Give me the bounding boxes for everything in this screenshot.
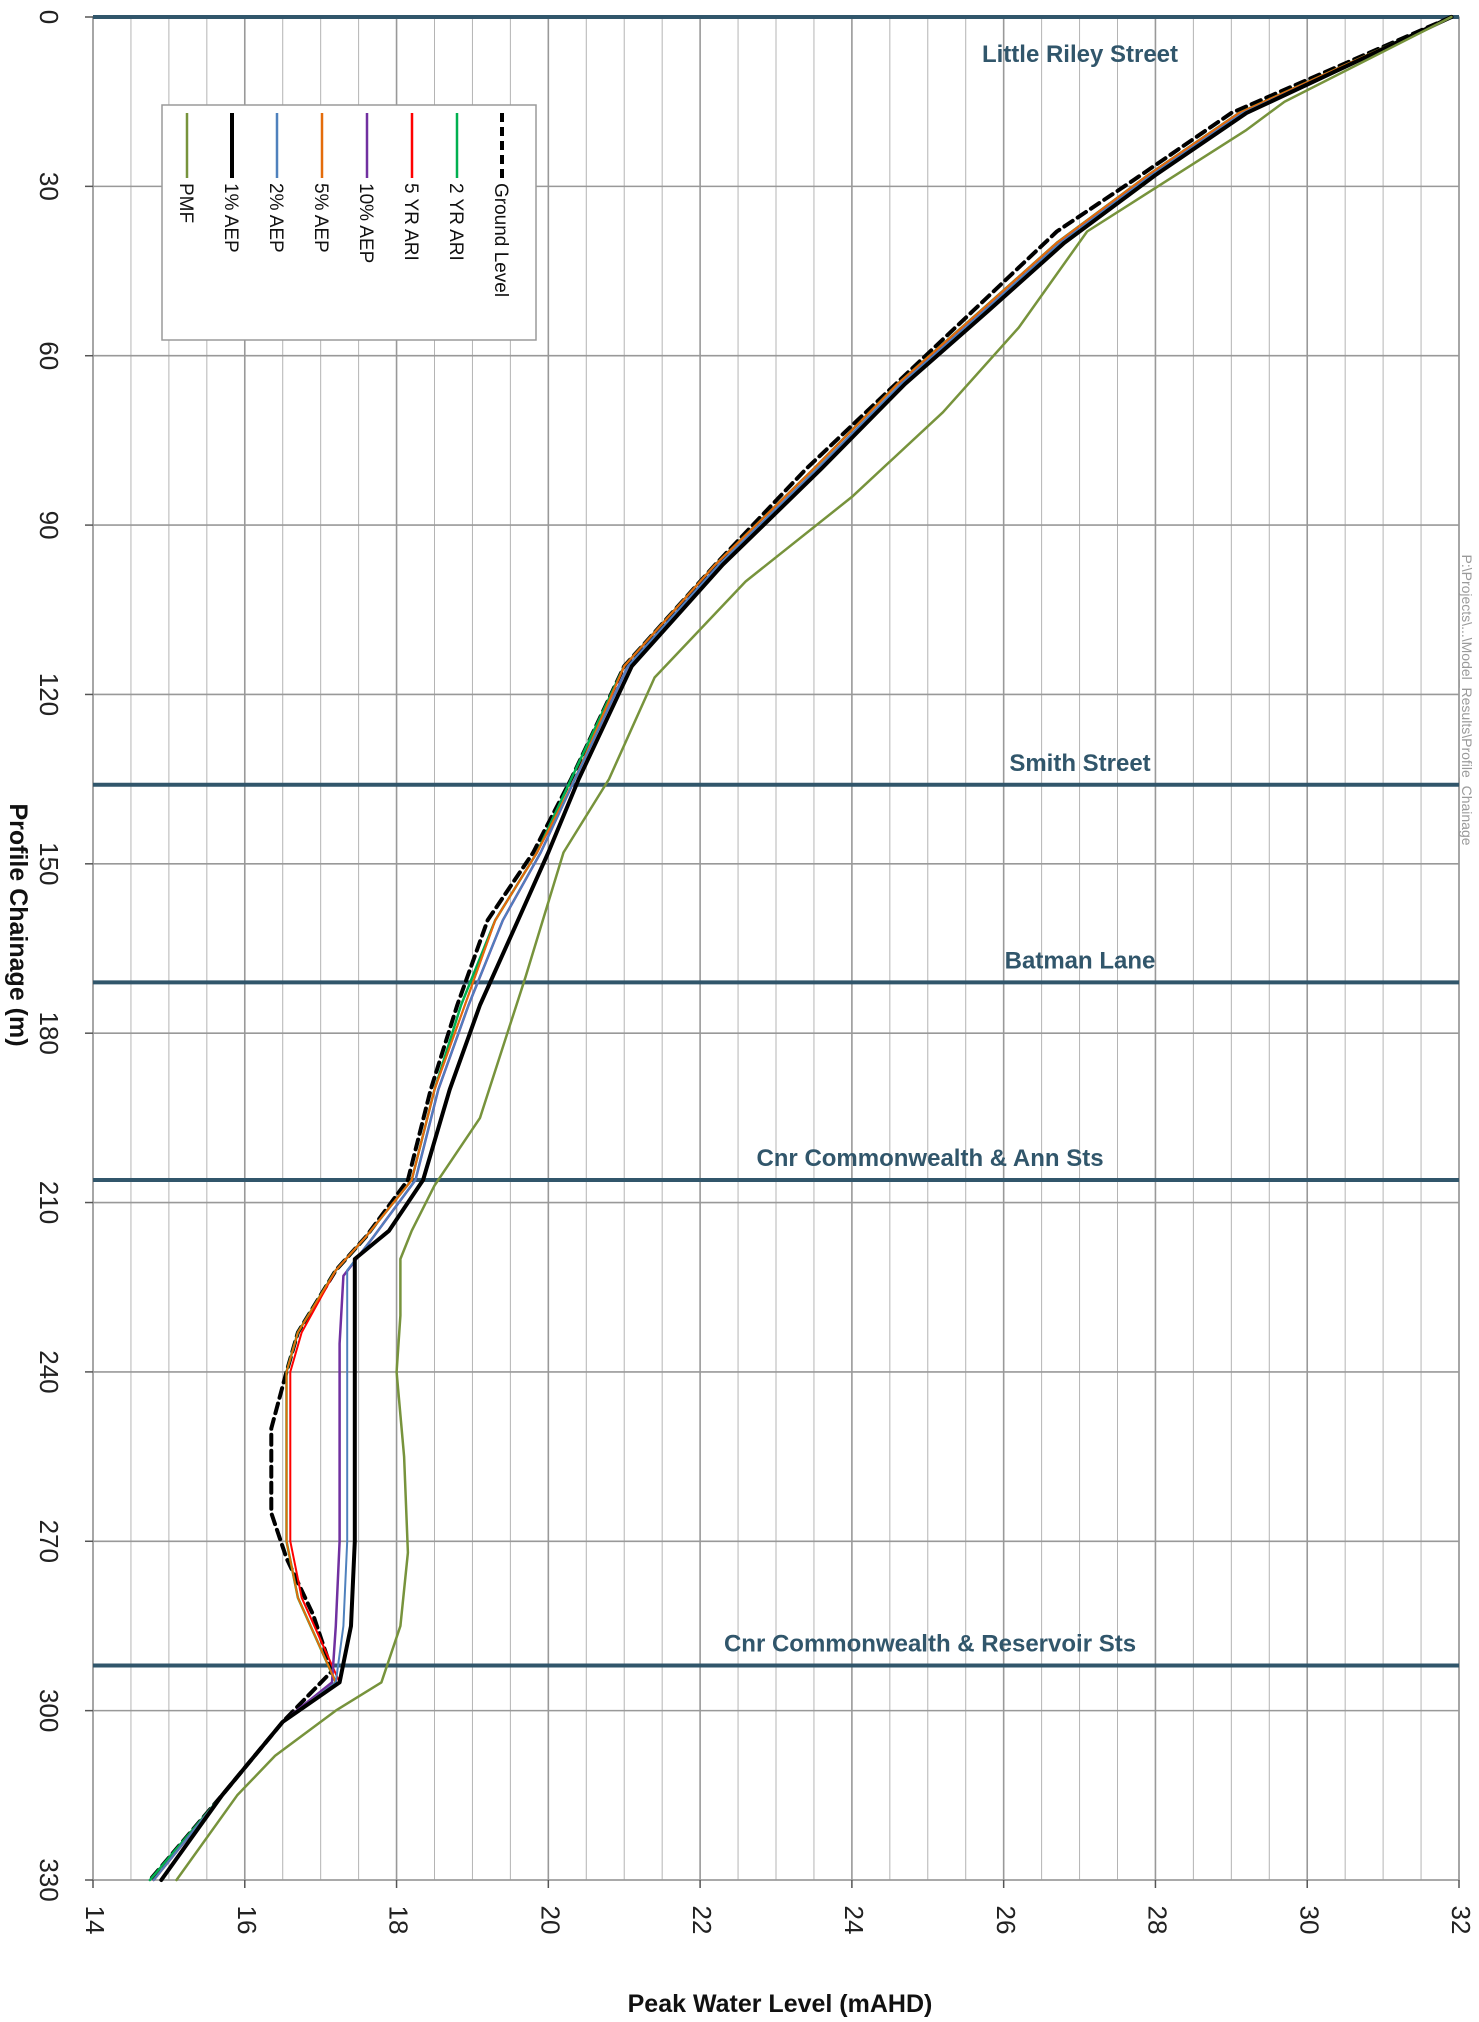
street-markers: Little Riley Street Smith Street Batman La… [93,15,1459,1668]
street-label: Cnr Commonwealth & Reservoir Sts [724,1630,1136,1657]
series-line-1-aep [159,15,1454,1882]
legend-label: 10% AEP [355,183,376,263]
y-axis-title: Profile Chainage (m) [4,803,32,1046]
y-tick-label: 60 [34,341,64,370]
x-tick-label: 30 [1294,1906,1324,1935]
y-axis-ticks: 0 30 60 90 120 150 180 210 240 270 300 330 [34,10,93,1902]
street-label: Batman Lane [1005,947,1156,974]
series-line-5-aep [152,16,1453,1881]
series-line-ground-level [147,15,1454,1882]
y-tick-label: 120 [34,673,64,716]
legend-label: 2% AEP [265,183,286,253]
y-tick-label: 300 [34,1689,64,1732]
legend-label: 2 YR ARI [445,183,466,261]
x-tick-label: 26 [991,1906,1021,1935]
x-tick-label: 32 [1446,1906,1476,1935]
legend-label: 5% AEP [310,183,331,253]
file-path-text: P:\Projects\...\Model_Results\Profile_Ch… [1459,554,1475,845]
y-tick-label: 330 [34,1858,64,1901]
x-tick-label: 20 [535,1906,565,1935]
x-tick-label: 28 [1143,1906,1173,1935]
legend-label: 5 YR ARI [400,183,421,261]
x-axis-ticks: 14 16 18 20 22 24 26 28 30 32 [80,1880,1476,1934]
y-tick-label: 180 [34,1011,64,1054]
series-line-2-aep [152,16,1453,1881]
y-tick-label: 240 [34,1350,64,1393]
x-tick-label: 22 [687,1906,717,1935]
y-tick-label: 90 [34,511,64,540]
street-label: Little Riley Street [982,41,1178,68]
x-tick-label: 18 [384,1906,414,1935]
legend-label: Ground Level [490,183,511,297]
x-tick-label: 14 [80,1906,110,1935]
y-tick-label: 150 [34,842,64,885]
x-tick-label: 24 [839,1906,869,1935]
street-label: Cnr Commonwealth & Ann Sts [756,1145,1103,1172]
series-line-pmf [175,15,1453,1882]
data-series [147,15,1454,1882]
street-label: Smith Street [1009,750,1150,777]
legend-label: 1% AEP [220,183,241,253]
x-axis-title: Peak Water Level (mAHD) [628,1990,933,2018]
y-tick-label: 0 [34,10,64,24]
x-tick-label: 16 [232,1906,262,1935]
legend-label: PMF [175,183,196,223]
y-tick-label: 270 [34,1520,64,1563]
chart-legend: PMF 1% AEP 2% AEP 5% AEP 10% AEP 5 YR ARI 2 YR… [161,104,537,341]
y-tick-label: 210 [34,1181,64,1224]
legend-box [161,104,537,341]
y-tick-label: 30 [34,172,64,201]
